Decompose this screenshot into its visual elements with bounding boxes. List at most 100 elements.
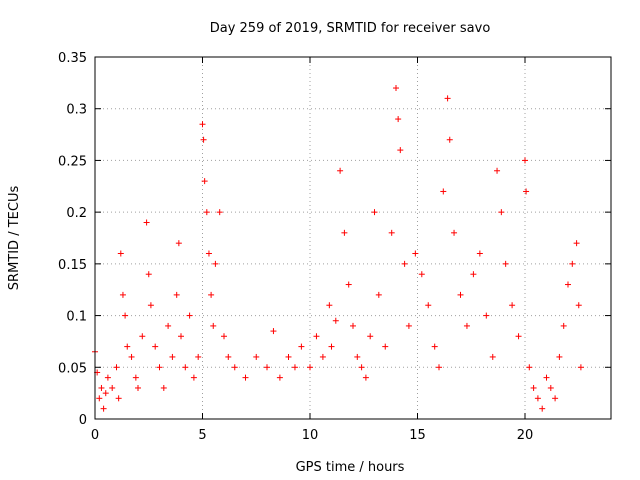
x-tick-label: 10: [302, 428, 319, 443]
data-point: [117, 250, 124, 257]
data-point: [523, 188, 530, 195]
data-point: [313, 333, 320, 340]
x-tick-label: 5: [198, 428, 206, 443]
data-point: [401, 260, 408, 267]
y-axis-label: SRMTID / TECUs: [7, 186, 22, 291]
data-point: [530, 384, 537, 391]
data-point: [444, 95, 451, 102]
plot-frame: [94, 56, 612, 420]
data-point: [253, 353, 260, 360]
data-point: [397, 147, 404, 154]
data-point: [160, 384, 167, 391]
data-point: [124, 343, 131, 350]
data-point: [201, 178, 208, 185]
data-point: [425, 302, 432, 309]
data-point: [291, 364, 298, 371]
data-point: [285, 353, 292, 360]
data-point: [98, 384, 105, 391]
data-point: [569, 260, 576, 267]
data-point: [332, 317, 339, 324]
data-point: [565, 281, 571, 288]
data-point: [395, 116, 402, 123]
data-point: [560, 322, 567, 329]
data-point: [509, 302, 516, 309]
data-point: [382, 343, 389, 350]
data-point: [113, 364, 120, 371]
data-point: [547, 384, 554, 391]
data-point: [543, 374, 550, 381]
data-point: [470, 271, 477, 278]
data-point: [200, 136, 207, 143]
y-tick-label: 0.3: [66, 103, 87, 118]
data-point: [354, 353, 361, 360]
data-point: [122, 312, 129, 319]
data-point: [147, 302, 154, 309]
data-point: [102, 390, 109, 397]
x-tick-label: 20: [517, 428, 534, 443]
chart-title: Day 259 of 2019, SRMTID for receiver sav…: [210, 21, 491, 36]
data-point: [119, 291, 126, 298]
data-point: [498, 209, 505, 216]
data-point: [328, 343, 335, 350]
grid-lines: [95, 57, 611, 419]
data-point: [145, 271, 152, 278]
data-point: [412, 250, 419, 257]
data-point: [109, 384, 116, 391]
data-point: [577, 364, 584, 371]
data-point: [431, 343, 438, 350]
data-point: [418, 271, 425, 278]
data-point: [270, 328, 277, 335]
y-tick-label: 0: [79, 413, 87, 428]
y-tick-label: 0.25: [58, 154, 87, 169]
y-tick-label: 0.35: [58, 51, 87, 66]
data-point: [489, 353, 496, 360]
y-tick-label: 0.15: [58, 258, 87, 273]
data-point: [534, 395, 541, 402]
data-point: [350, 322, 356, 329]
data-point: [526, 364, 533, 371]
data-point: [231, 364, 238, 371]
data-point: [212, 260, 219, 267]
data-points: [92, 85, 584, 412]
data-point: [358, 364, 365, 371]
data-point: [575, 302, 582, 309]
data-point: [100, 405, 107, 412]
data-point: [221, 333, 227, 340]
data-point: [319, 353, 326, 360]
data-point: [165, 322, 172, 329]
y-tick-label: 0.05: [58, 361, 87, 376]
y-tick-label: 0.2: [66, 206, 87, 221]
data-point: [556, 353, 563, 360]
data-point: [139, 333, 146, 340]
data-point: [115, 395, 122, 402]
data-point: [345, 281, 352, 288]
data-point: [175, 240, 182, 247]
data-point: [451, 229, 458, 236]
data-point: [156, 364, 163, 371]
data-point: [104, 374, 111, 381]
data-point: [362, 374, 369, 381]
data-point: [522, 157, 528, 164]
data-point: [210, 322, 217, 329]
x-axis-ticks: 0 5 10 15 20: [91, 57, 533, 443]
x-axis-label: GPS time / hours: [296, 460, 405, 475]
data-point: [264, 364, 270, 371]
data-point: [573, 240, 580, 247]
data-point: [405, 322, 412, 329]
x-tick-label: 0: [91, 428, 99, 443]
y-axis-ticks: 0 0.05 0.1 0.15 0.2 0.25 0.3 0.35: [58, 51, 611, 428]
data-point: [393, 85, 399, 92]
data-point: [216, 209, 223, 216]
data-point: [341, 229, 348, 236]
data-point: [173, 291, 180, 298]
data-point: [326, 302, 333, 309]
data-point: [515, 333, 522, 340]
data-point: [463, 322, 470, 329]
data-point: [276, 374, 283, 381]
data-point: [440, 188, 447, 195]
y-tick-label: 0.1: [66, 310, 87, 325]
data-point: [539, 405, 546, 412]
data-point: [195, 353, 202, 360]
data-point: [436, 364, 442, 371]
data-point: [307, 364, 313, 371]
